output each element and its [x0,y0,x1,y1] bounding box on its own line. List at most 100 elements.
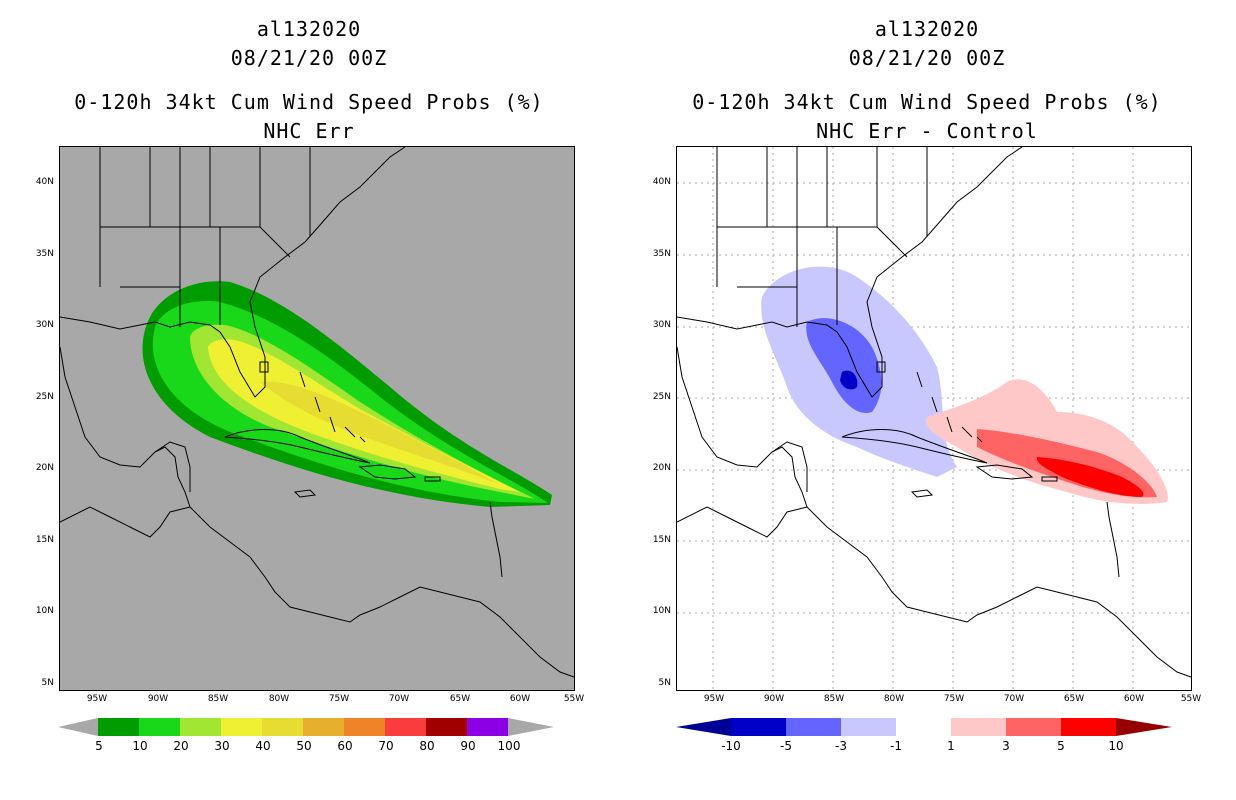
forecast-date: 08/21/20 00Z [848,46,1006,70]
colorbar-label: 10 [1108,739,1124,753]
probability-colorbar [58,718,554,736]
storm-id: al132020 [256,17,362,41]
colorbar-bin [731,718,786,736]
lat-label: 15N [652,535,671,545]
colorbar-bin [262,718,303,736]
lat-label: 30N [35,320,54,330]
lat-label: 10N [652,606,671,616]
colorbar-bin [344,718,385,736]
lat-label: 25N [652,392,671,402]
lon-label: 85W [823,694,845,704]
diff-contour-pos5 [1036,457,1144,497]
us-gulf-coastline [677,147,1023,398]
colorbar-high-arrow [508,718,554,736]
colorbar-bin [896,718,951,736]
graticule [677,147,1191,690]
colorbar-label: 3 [1002,739,1010,753]
colorbar-bin [221,718,262,736]
difference-map [676,146,1192,691]
jamaica [293,489,317,498]
left-panel: al132020 08/21/20 00Z 0-120h 34kt Cum Wi… [35,17,585,753]
colorbar-high-arrow [1116,718,1172,736]
lat-label: 20N [35,463,54,473]
colorbar-label: 20 [173,739,189,753]
colorbar-bin [951,718,1006,736]
lon-label: 85W [207,694,229,704]
yucatan [771,441,808,492]
colorbar-label: -5 [780,739,792,753]
lat-label: 10N [35,606,54,616]
colorbar-label: 10 [132,739,148,753]
us-state-lines [99,147,311,327]
us-state-lines [716,147,928,327]
lesser-antilles [489,501,503,578]
colorbar-label: -1 [890,739,902,753]
lon-label: 55W [563,694,585,704]
us-gulf-coastline [60,147,406,398]
colorbar-label: 90 [460,739,476,753]
colorbar-bin [426,718,467,736]
map-canvas [677,147,1191,690]
colorbar-label: 5 [95,739,103,753]
lat-label: 40N [35,177,54,187]
lon-label: 80W [883,694,905,704]
colorbar-bin [467,718,508,736]
lon-label: 60W [509,694,531,704]
lake-okeechobee [259,361,269,373]
puerto-rico [1041,476,1058,482]
colorbar-bin [303,718,344,736]
colorbar-bin [180,718,221,736]
hispaniola [975,464,1034,480]
colorbar-label: 60 [337,739,353,753]
lat-label: 15N [35,535,54,545]
lon-label: 75W [943,694,965,704]
colorbar-bin [1006,718,1061,736]
forecast-date: 08/21/20 00Z [230,46,388,70]
colorbar-label: -10 [721,739,741,753]
colorbar-low-arrow [58,718,98,736]
colorbar-bin [98,718,139,736]
colorbar-label: 40 [255,739,271,753]
lesser-antilles [1106,501,1120,578]
colorbar-label: -3 [835,739,847,753]
lon-label: 70W [1003,694,1025,704]
colorbar-label: 70 [378,739,394,753]
colorbar-bin [786,718,841,736]
lat-label: 40N [652,177,671,187]
jamaica [910,489,934,498]
colorbar-label: 100 [497,739,521,753]
lon-label: 75W [328,694,350,704]
colorbar-bin [385,718,426,736]
lake-okeechobee [876,361,886,373]
colorbar-bin [841,718,896,736]
panel-subtitle: NHC Err - Control [816,119,1038,143]
lon-label: 70W [388,694,410,704]
colorbar-label: 1 [947,739,955,753]
map-canvas [60,147,574,678]
lat-label: 35N [35,249,54,259]
product-title: 0-120h 34kt Cum Wind Speed Probs (%) [74,90,544,114]
lat-label: 30N [652,320,671,330]
lat-label: 25N [35,392,54,402]
lon-label: 60W [1123,694,1145,704]
panel-subtitle: NHC Err [263,119,355,143]
hispaniola [358,464,417,480]
lon-label: 90W [147,694,169,704]
cuba [841,429,988,464]
lon-label: 95W [86,694,108,704]
cuba [224,429,371,464]
colorbar-bin [139,718,180,736]
product-title: 0-120h 34kt Cum Wind Speed Probs (%) [692,90,1162,114]
yucatan [154,441,191,492]
colorbar-label: 5 [1057,739,1065,753]
probability-map [59,146,575,691]
lon-label: 55W [1180,694,1202,704]
central-america [806,506,1191,678]
lon-label: 65W [449,694,471,704]
diff-contour-neg3 [806,318,882,413]
colorbar-label: 50 [296,739,312,753]
right-panel: al132020 08/21/20 00Z 0-120h 34kt Cum Wi… [618,0,1236,800]
colorbar-bin [1061,718,1116,736]
diff-contour-neg5 [840,370,858,390]
lon-label: 95W [703,694,725,704]
